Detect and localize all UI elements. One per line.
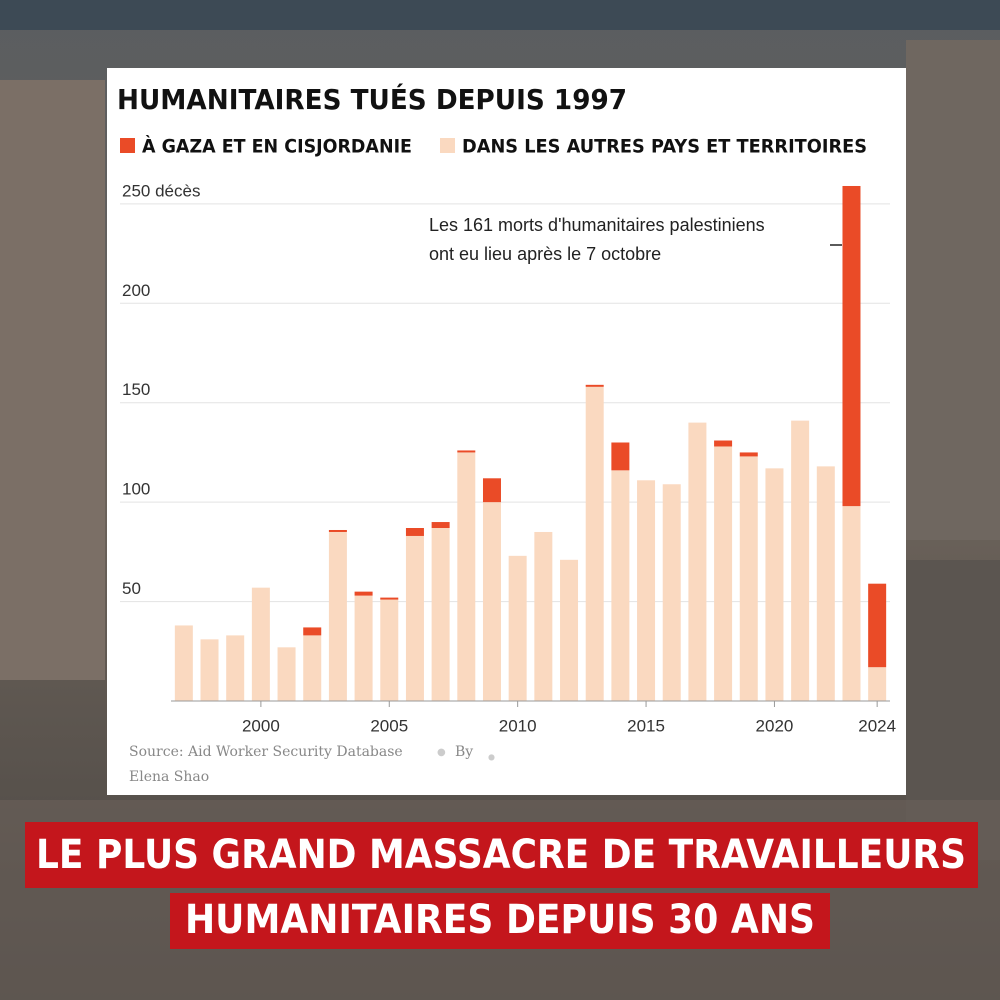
bar-segment	[200, 639, 219, 701]
x-tick-label: 2024	[858, 716, 896, 735]
bar-segment	[380, 597, 399, 600]
bar-segment	[328, 529, 347, 532]
building	[906, 40, 1000, 540]
bar-segment	[585, 384, 604, 387]
bar-segment	[251, 587, 270, 701]
bar-segment	[328, 531, 347, 701]
byline: By	[455, 744, 473, 760]
bar-segment	[637, 480, 656, 701]
x-tick-label: 2015	[627, 716, 665, 735]
bar-segment	[354, 595, 373, 701]
bar-segment	[431, 522, 450, 529]
bar-segment	[714, 446, 733, 701]
y-tick-label: 250 décès	[122, 181, 200, 200]
author: Elena Shao	[129, 769, 209, 785]
bar-segment	[842, 185, 861, 507]
bar-segment	[868, 583, 887, 668]
bar-segment	[585, 386, 604, 701]
legend-label: DANS LES AUTRES PAYS ET TERRITOIRES	[462, 136, 867, 158]
y-tick-label: 50	[122, 579, 141, 598]
bar-segment	[405, 528, 424, 536]
y-tick-label: 100	[122, 480, 150, 499]
bar-segment	[560, 559, 579, 701]
bar-segment	[842, 506, 861, 701]
legend-swatch	[440, 138, 455, 153]
sky	[0, 0, 1000, 30]
bar-segment	[739, 456, 758, 701]
building	[0, 80, 105, 680]
x-tick-label: 2000	[242, 716, 280, 735]
source: Source: Aid Worker Security Database	[129, 744, 403, 760]
x-tick-label: 2020	[756, 716, 794, 735]
separator: ●	[488, 753, 495, 762]
bar-segment	[405, 535, 424, 701]
banner-box	[25, 822, 978, 888]
bar-segment	[611, 470, 630, 701]
bar-segment	[303, 627, 322, 636]
bar-segment	[868, 667, 887, 701]
y-tick-label: 150	[122, 380, 150, 399]
x-tick-label: 2010	[499, 716, 537, 735]
bar-segment	[482, 478, 501, 503]
bar-segment	[534, 531, 553, 701]
bar-segment	[714, 440, 733, 447]
plot: À GAZA ET EN CISJORDANIE DANS LES AUTRES …	[120, 135, 896, 735]
bar-segment	[174, 625, 193, 701]
bar-segment	[662, 484, 681, 701]
bar-segment	[508, 555, 527, 701]
legend-swatch	[120, 138, 135, 153]
banner-box	[170, 893, 830, 949]
bar-segment	[226, 635, 245, 701]
banner-text: LE PLUS GRAND MASSACRE DE TRAVAILLEURS	[36, 832, 966, 878]
bar-segment	[431, 528, 450, 701]
bar-segment	[457, 452, 476, 701]
bar-segment	[765, 468, 784, 701]
annotation: ont eu lieu après le 7 octobre	[429, 244, 661, 264]
separator: ●	[437, 747, 446, 758]
bar-segment	[457, 450, 476, 453]
bar-segment	[303, 635, 322, 701]
bar-segment	[611, 442, 630, 471]
y-tick-label: 200	[122, 281, 150, 300]
legend-label: À GAZA ET EN CISJORDANIE	[142, 135, 412, 158]
bar-segment	[482, 502, 501, 701]
bar-segment	[739, 452, 758, 457]
bar-segment	[688, 422, 707, 701]
chart-title: HUMANITAIRES TUÉS DEPUIS 1997	[117, 82, 627, 116]
x-tick-label: 2005	[370, 716, 408, 735]
annotation: Les 161 morts d'humanitaires palestinien…	[429, 215, 765, 235]
bar-segment	[380, 599, 399, 701]
bar-segment	[354, 591, 373, 596]
bar-segment	[277, 647, 296, 701]
bar-segment	[816, 466, 835, 701]
banner-text: HUMANITAIRES DEPUIS 30 ANS	[185, 897, 815, 943]
bar-segment	[791, 420, 810, 701]
